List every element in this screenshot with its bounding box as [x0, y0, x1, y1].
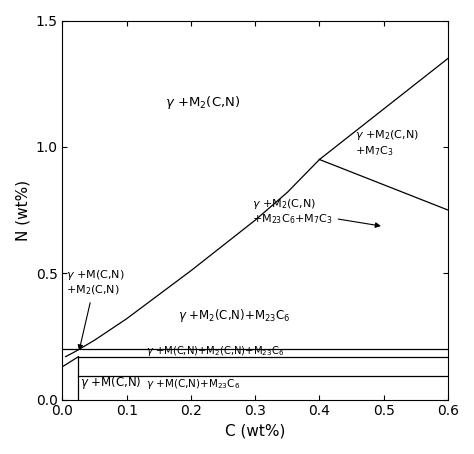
Text: $\gamma$ +M(C,N): $\gamma$ +M(C,N)	[81, 374, 142, 391]
Text: $\gamma$ +M$_2$(C,N)+M$_{23}$C$_6$: $\gamma$ +M$_2$(C,N)+M$_{23}$C$_6$	[178, 307, 291, 324]
Text: $\gamma$ +M$_2$(C,N): $\gamma$ +M$_2$(C,N)	[165, 94, 241, 111]
Text: $\gamma$ +M(C,N)+M$_2$(C,N)+M$_{23}$C$_6$: $\gamma$ +M(C,N)+M$_2$(C,N)+M$_{23}$C$_6…	[146, 344, 284, 358]
X-axis label: C (wt%): C (wt%)	[225, 424, 285, 439]
Text: $\gamma$ +M$_2$(C,N)
+M$_7$C$_3$: $\gamma$ +M$_2$(C,N) +M$_7$C$_3$	[355, 128, 419, 158]
Text: $\gamma$ +M(C,N)+M$_{23}$C$_6$: $\gamma$ +M(C,N)+M$_{23}$C$_6$	[146, 377, 240, 391]
Text: $\gamma$ +M$_2$(C,N)
+M$_{23}$C$_6$+M$_7$C$_3$: $\gamma$ +M$_2$(C,N) +M$_{23}$C$_6$+M$_7…	[252, 197, 380, 227]
Text: $\gamma$ +M(C,N)
+M$_2$(C,N): $\gamma$ +M(C,N) +M$_2$(C,N)	[65, 268, 124, 350]
Y-axis label: N (wt%): N (wt%)	[15, 179, 30, 241]
